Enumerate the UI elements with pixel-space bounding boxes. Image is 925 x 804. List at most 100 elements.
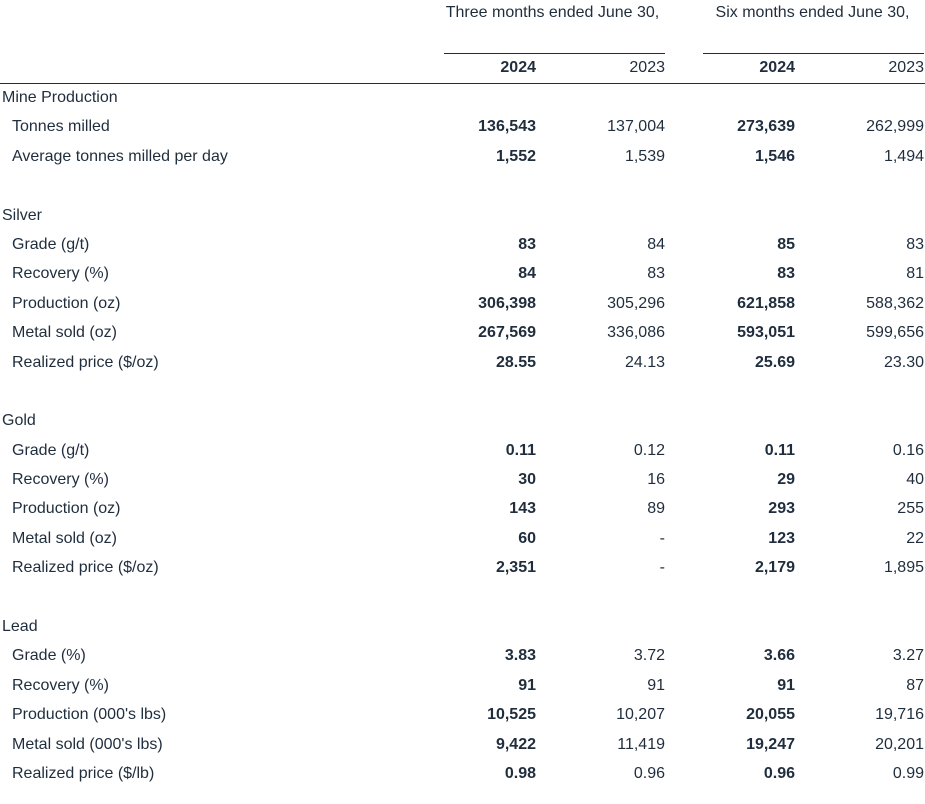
six-months-2023-value: 40 [906,471,924,489]
three-months-2023-value: 91 [647,676,665,694]
three-months-2024-value: 306,398 [478,294,536,312]
three-months-2023-value: 336,086 [607,324,665,342]
three-months-2024-value: 267,569 [478,324,536,342]
section-label: Lead [2,618,38,636]
year-header-six-months-current: 2024 [759,59,795,76]
table-row: Production (oz) 143 89 293 255 [0,495,925,524]
table-row: Grade (g/t) 0.11 0.12 0.11 0.16 [0,437,925,466]
three-months-2024-value: 0.98 [504,764,536,782]
six-months-header-rule [703,53,924,54]
table-row: Average tonnes milled per day 1,552 1,539 1… [0,143,925,172]
section-header-row: Lead [0,613,925,642]
six-months-2023-value: 262,999 [866,118,924,136]
six-months-2023-value: 23.30 [883,353,924,371]
row-label: Production (oz) [12,294,121,312]
year-header-three-months-current: 2024 [500,59,536,76]
year-header-six-months-prior: 2023 [888,59,924,76]
spacer-row [0,584,925,613]
six-months-2024-value: 3.66 [763,647,795,665]
row-label: Metal sold (oz) [12,324,117,342]
six-months-2023-value: 0.16 [892,441,924,459]
table-row: Recovery (%) 91 91 91 87 [0,672,925,701]
three-months-2023-value: 24.13 [624,353,665,371]
three-months-2024-value: 136,543 [478,118,536,136]
six-months-2024-value: 621,858 [737,294,795,312]
table-row: Recovery (%) 84 83 83 81 [0,260,925,289]
six-months-2024-value: 85 [777,235,795,253]
three-months-2024-value: 9,422 [495,735,536,753]
six-months-2023-value: 1,895 [883,559,924,577]
six-months-header: Six months ended June 30, [715,4,910,21]
row-label: Recovery (%) [12,265,109,283]
six-months-2023-value: 0.99 [892,764,924,782]
three-months-2023-value: 3.72 [633,647,665,665]
three-months-2023-value: 16 [647,471,665,489]
year-header-three-months-prior: 2023 [629,59,665,76]
three-months-2024-value: 10,525 [487,706,536,724]
table-row: Grade (g/t) 83 84 85 83 [0,231,925,260]
section-label: Mine Production [2,89,118,106]
three-months-2024-value: 0.11 [505,441,536,459]
six-months-2024-value: 20,055 [746,706,795,724]
row-label: Production (000's lbs) [12,706,167,724]
table-row: Realized price ($/oz) 28.55 24.13 25.69 23.3… [0,349,925,378]
six-months-2023-value: 588,362 [866,294,924,312]
six-months-2023-value: 3.27 [892,647,924,665]
section-header-row: Gold [0,407,925,436]
six-months-2024-value: 293 [768,500,795,518]
table-row: Metal sold (oz) 267,569 336,086 593,051 599,… [0,319,925,348]
three-months-2023-value: 11,419 [617,735,665,753]
three-months-2024-value: 30 [518,471,536,489]
six-months-2024-value: 0.96 [763,764,795,782]
three-months-2024-value: 2,351 [495,559,536,577]
row-label: Realized price ($/lb) [12,764,155,782]
three-months-2023-value: 137,004 [607,118,665,136]
spacer-row [0,378,925,407]
table-row: Realized price ($/lb) 0.98 0.96 0.96 0.99 [0,760,925,789]
section-header-row: Silver [0,202,925,231]
section-label: Gold [2,412,36,430]
row-label: Metal sold (oz) [12,529,117,547]
row-label: Recovery (%) [12,676,109,694]
six-months-2023-value: 1,494 [883,147,924,165]
row-label: Grade (g/t) [12,235,90,253]
three-months-header: Three months ended June 30, [445,4,660,21]
three-months-2024-value: 3.83 [504,647,536,665]
six-months-2023-value: 87 [906,676,924,694]
production-table-body: Mine Production Tonnes milled 136,543 137,0… [0,84,925,789]
row-label: Production (oz) [12,500,121,518]
row-label: Average tonnes milled per day [12,147,228,165]
table-row: Tonnes milled 136,543 137,004 273,639 262,99… [0,113,925,142]
row-label: Realized price ($/oz) [12,559,159,577]
table-row: Grade (%) 3.83 3.72 3.66 3.27 [0,642,925,671]
section-header-row: Mine Production [0,84,925,113]
six-months-2024-value: 91 [777,676,795,694]
row-label: Grade (%) [12,647,86,665]
row-label: Tonnes milled [12,118,110,136]
three-months-2023-value: 305,296 [607,294,665,312]
three-months-2023-value: 10,207 [616,706,665,724]
three-months-2024-value: 84 [518,265,536,283]
three-months-2023-value: 0.12 [633,441,665,459]
table-row: Production (000's lbs) 10,525 10,207 20,055… [0,701,925,730]
six-months-2023-value: 20,201 [875,735,924,753]
table-header-rule [0,83,925,84]
three-months-2023-value: 0.96 [633,764,665,782]
six-months-2024-value: 123 [768,529,795,547]
three-months-2023-value: 1,539 [624,147,665,165]
three-months-2023-value: 89 [647,500,665,518]
six-months-2024-value: 29 [777,471,795,489]
three-months-2024-value: 1,552 [495,147,536,165]
six-months-2024-value: 83 [777,265,795,283]
row-label: Grade (g/t) [12,441,90,459]
table-row: Realized price ($/oz) 2,351 - 2,179 1,895 [0,554,925,583]
six-months-2024-value: 0.11 [764,441,795,459]
section-label: Silver [2,206,43,224]
table-row: Production (oz) 306,398 305,296 621,858 588,… [0,290,925,319]
three-months-2023-value: 83 [647,265,665,283]
six-months-2024-value: 593,051 [737,324,795,342]
row-label: Realized price ($/oz) [12,353,159,371]
three-months-header-rule [444,53,665,54]
six-months-2023-value: 22 [906,529,924,547]
row-label: Recovery (%) [12,471,109,489]
